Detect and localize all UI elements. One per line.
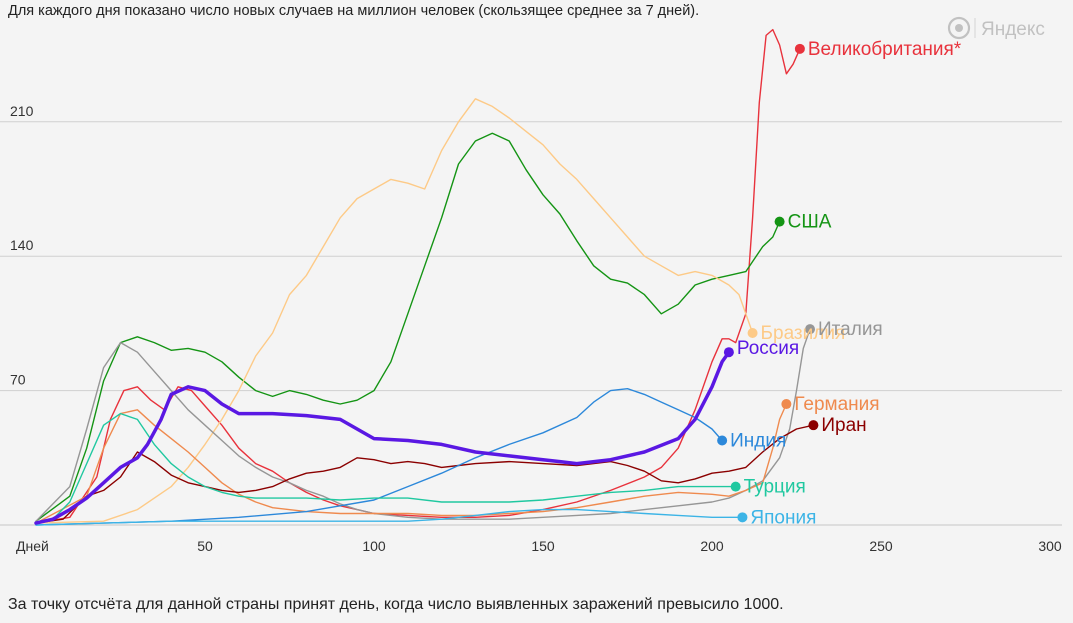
series-line-россия	[34, 350, 731, 525]
series-end-markers	[717, 43, 819, 523]
logo-text: Яндекс	[981, 19, 1045, 40]
series-end-marker-сша	[774, 216, 785, 227]
series-label-великобритания: Великобритания*	[808, 39, 962, 60]
axis-ticks: 70 140 210 Дней 50 100 150 200 250 300	[10, 103, 1062, 554]
series-label-индия: Индия	[730, 431, 786, 452]
series-end-marker-иран	[808, 420, 819, 431]
x-tick-label: 50	[197, 538, 213, 554]
x-axis-label: Дней	[16, 538, 49, 554]
series-label-италия: Италия	[818, 319, 883, 340]
series-line-турция	[35, 412, 737, 524]
series-end-marker-турция	[730, 481, 741, 492]
x-tick-label: 150	[531, 538, 555, 554]
y-tick-label: 140	[10, 237, 34, 253]
series-label-турция: Турция	[744, 477, 806, 498]
series-lines	[34, 28, 815, 526]
y-tick-label: 210	[10, 103, 34, 119]
series-end-marker-германия	[781, 399, 792, 410]
series-end-marker-италия	[805, 324, 816, 335]
series-line-великобритания	[35, 28, 801, 524]
series-line-сша	[35, 132, 781, 522]
series-line-германия	[35, 403, 788, 524]
series-end-marker-великобритания	[794, 43, 805, 54]
series-label-бразилия: Бразилия	[761, 323, 846, 344]
y-tick-label: 70	[10, 372, 26, 388]
x-tick-label: 250	[869, 538, 893, 554]
series-label-россия: Россия	[737, 338, 799, 359]
series-end-marker-россия	[723, 347, 734, 358]
series-label-япония: Япония	[750, 507, 816, 528]
x-tick-label: 100	[362, 538, 386, 554]
series-line-индия	[35, 388, 723, 526]
chart-title: Для каждого дня показано число новых слу…	[8, 3, 700, 19]
grid-lines	[0, 121, 1062, 526]
footnote: За точку отсчёта для данной страны приня…	[8, 596, 784, 613]
x-tick-label: 300	[1038, 538, 1062, 554]
series-label-иран: Иран	[821, 415, 866, 436]
series-end-marker-бразилия	[747, 328, 758, 338]
yandex-logo: Яндекс	[945, 12, 1055, 44]
series-label-сша: США	[788, 212, 832, 233]
series-end-marker-индия	[717, 435, 728, 446]
series-end-marker-япония	[737, 512, 748, 523]
series-line-италия	[35, 328, 811, 522]
series-line-бразилия	[35, 98, 754, 524]
series-line-иран	[35, 424, 815, 524]
x-tick-label: 200	[700, 538, 724, 554]
series-line-япония	[35, 508, 744, 526]
series-label-германия: Германия	[794, 394, 879, 415]
